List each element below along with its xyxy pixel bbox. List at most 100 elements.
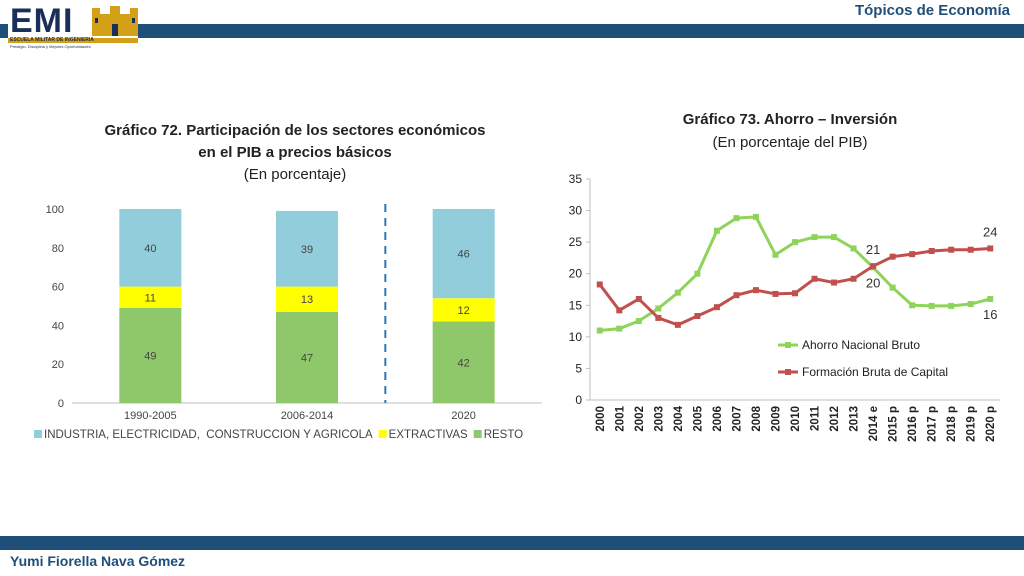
x-tick-label: 2002 (634, 406, 646, 432)
x-tick-label: 2006-2014 (281, 410, 334, 422)
series-marker (772, 251, 779, 258)
logo-tagline: Prestigio, Disciplina y Mejores Oportuni… (10, 44, 91, 49)
bar-segment (276, 311, 338, 403)
x-tick-label: 2013 (849, 406, 861, 432)
y-tick-label: 15 (569, 298, 583, 312)
legend-marker (785, 369, 791, 375)
series-marker (713, 304, 720, 311)
chart72-svg: 0 20 40 60 80 100 49 11 40 1990-2005 47 13 39 2006-20… (34, 204, 542, 441)
series-marker (909, 251, 916, 258)
series-marker (967, 301, 974, 308)
y-tick-label: 10 (569, 330, 583, 344)
bar-segment (432, 321, 495, 403)
series-line (598, 246, 991, 327)
series-marker (596, 327, 603, 334)
series-marker (948, 246, 955, 253)
chart73-title: Gráfico 73. Ahorro – Inversión (En porce… (640, 108, 940, 154)
x-tick-label: 2012 (829, 406, 841, 432)
series-marker (967, 246, 974, 253)
bar-segment (119, 307, 182, 403)
bar-segment (276, 286, 338, 312)
bar-segment (119, 286, 182, 308)
series-marker (792, 239, 798, 246)
x-tick-label: 2020 (451, 410, 475, 422)
series-marker (655, 314, 662, 321)
y-tick-label: 20 (569, 267, 583, 281)
data-label: 12 (458, 305, 470, 317)
series-marker (733, 292, 740, 299)
series-marker (694, 313, 701, 320)
series-marker (772, 290, 779, 297)
legend-marker (785, 342, 791, 348)
x-tick-label: 2008 (751, 405, 763, 431)
x-tick-label: 2006 (712, 406, 724, 432)
series-marker (987, 245, 994, 252)
header-background (140, 0, 1024, 22)
series-marker (674, 321, 681, 328)
y-tick-label: 30 (569, 204, 583, 218)
chart72-title-line2: en el PIB a precios básicos (198, 144, 392, 161)
data-label: 47 (301, 352, 313, 364)
y-tick-label: 0 (575, 393, 582, 407)
data-label: 20 (866, 275, 880, 290)
x-tick-label: 2003 (653, 406, 665, 432)
series-marker (889, 253, 896, 260)
legend-label: INDUSTRIA, ELECTRICIDAD, CONSTRUCCION Y … (44, 429, 373, 441)
series-line (599, 215, 991, 333)
series-marker (655, 305, 662, 312)
footer-bar (0, 536, 1024, 550)
legend-swatch (378, 430, 387, 438)
series-marker (889, 284, 896, 291)
series-marker (831, 279, 838, 286)
y-tick-label: 40 (52, 320, 64, 332)
y-tick-label: 20 (52, 359, 64, 371)
bar-segment (432, 298, 495, 322)
data-label: 39 (301, 244, 313, 256)
x-tick-label: 1990-2005 (124, 410, 177, 422)
data-label: 21 (866, 242, 880, 257)
chart72-title-line1: Gráfico 72. Participación de los sectore… (104, 122, 486, 139)
legend-swatch (34, 430, 42, 438)
header-title: Tópicos de Economía (854, 2, 1010, 19)
series-marker (616, 325, 623, 332)
header-bar (0, 24, 1024, 38)
series-marker (948, 302, 955, 309)
y-tick-label: 0 (58, 398, 64, 410)
footer-author: Yumi Fiorella Nava Gómez (10, 553, 186, 569)
x-tick-label: 2004 (673, 405, 685, 431)
chart73-title-line1: Gráfico 73. Ahorro – Inversión (682, 111, 898, 128)
y-tick-label: 35 (569, 172, 583, 186)
data-label: 42 (458, 357, 470, 369)
series-marker (635, 318, 642, 325)
legend-label: Formación Bruta de Capital (802, 365, 948, 379)
series-marker (792, 290, 798, 297)
series-marker (733, 215, 740, 222)
y-tick-label: 100 (46, 204, 64, 216)
y-tick-label: 5 (575, 361, 582, 375)
x-tick-label: 2020 p (985, 406, 997, 442)
chart73-svg: 0 5 10 15 20 25 30 35 2000 2001 2002 2003 2004 2005 20… (569, 172, 1000, 442)
data-label: 49 (144, 350, 156, 362)
logo-subtitle: ESCUELA MILITAR DE INGENIERIA (10, 37, 94, 43)
y-tick-label: 25 (569, 235, 583, 249)
x-tick-label: 2009 (770, 406, 782, 432)
castle-icon (92, 6, 138, 36)
legend-label: EXTRACTIVAS (389, 429, 468, 441)
data-label: 24 (983, 224, 997, 239)
chart73-subtitle: (En porcentaje del PIB) (712, 134, 868, 151)
data-label: 46 (458, 249, 470, 261)
legend-label: Ahorro Nacional Bruto (802, 338, 920, 352)
series-marker (928, 302, 935, 309)
series-marker (752, 213, 759, 220)
bar-segment (276, 210, 338, 287)
series-marker (811, 234, 818, 241)
series-marker (596, 281, 603, 288)
x-tick-label: 2000 (595, 406, 607, 432)
series-marker (713, 227, 720, 234)
series-marker (674, 289, 681, 296)
x-tick-label: 2014 e (868, 406, 880, 441)
series-marker (635, 295, 642, 302)
series-marker (831, 234, 838, 241)
x-tick-label: 2010 (790, 406, 802, 432)
series-marker (752, 287, 759, 294)
